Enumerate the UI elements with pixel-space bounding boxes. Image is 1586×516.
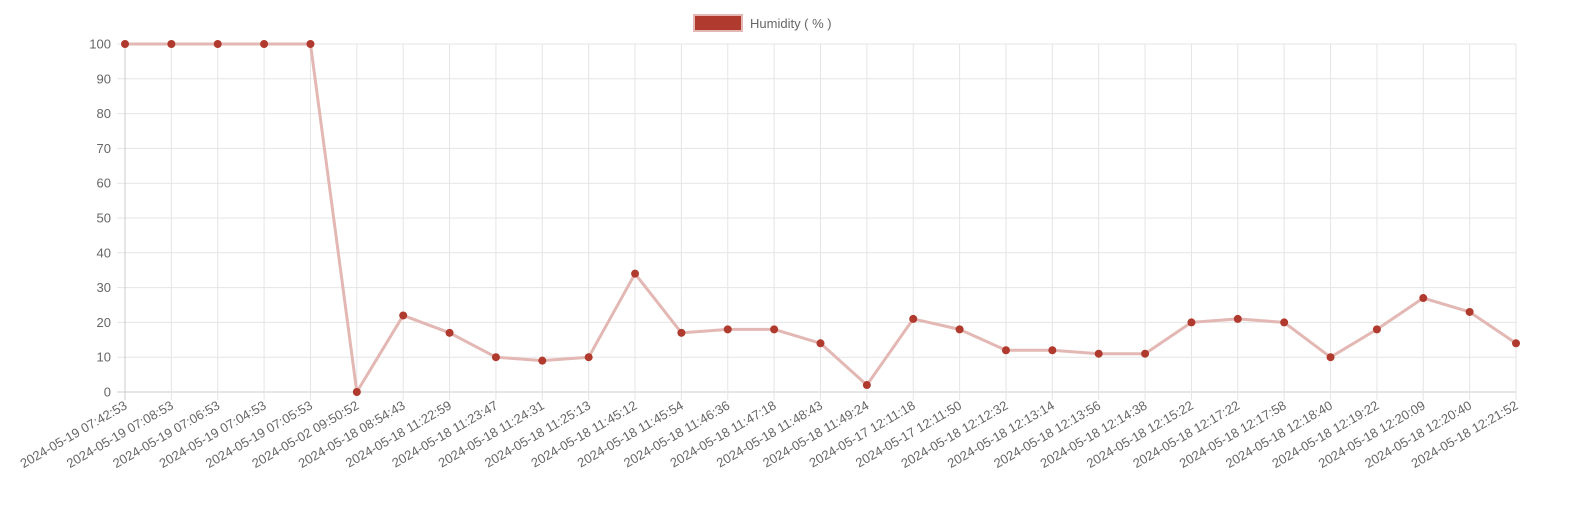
data-point[interactable] <box>1233 314 1242 323</box>
data-point[interactable] <box>538 356 547 365</box>
y-tick-label: 100 <box>89 37 111 52</box>
data-point[interactable] <box>1001 346 1010 355</box>
data-point[interactable] <box>862 381 871 390</box>
data-point[interactable] <box>352 388 361 396</box>
y-axis-ticks: 0 10 20 30 40 50 60 70 80 90 100 <box>89 37 111 400</box>
data-point[interactable] <box>955 325 964 334</box>
y-tick-label: 30 <box>97 280 111 295</box>
data-point[interactable] <box>306 40 315 48</box>
legend-swatch <box>693 14 743 32</box>
y-tick-label: 10 <box>97 350 111 365</box>
data-point[interactable] <box>491 353 500 362</box>
data-point[interactable] <box>723 325 732 334</box>
data-point[interactable] <box>1512 339 1520 348</box>
data-point[interactable] <box>1372 325 1381 334</box>
data-point[interactable] <box>1326 353 1335 362</box>
y-tick-label: 50 <box>97 211 111 226</box>
legend[interactable]: Humidity ( % ) <box>693 14 832 32</box>
data-point[interactable] <box>1419 294 1428 303</box>
y-tick-label: 20 <box>97 315 111 330</box>
data-point[interactable] <box>213 40 222 48</box>
data-point[interactable] <box>584 353 593 362</box>
data-points <box>121 40 1520 396</box>
data-point[interactable] <box>770 325 779 334</box>
grid <box>117 43 1517 400</box>
y-tick-label: 60 <box>97 176 111 191</box>
data-point[interactable] <box>1048 346 1057 355</box>
data-point[interactable] <box>816 339 825 348</box>
data-point[interactable] <box>445 328 454 337</box>
data-point[interactable] <box>1094 349 1103 358</box>
data-point[interactable] <box>1187 318 1196 327</box>
data-point[interactable] <box>631 269 640 278</box>
legend-label: Humidity ( % ) <box>750 16 832 31</box>
y-tick-label: 80 <box>97 106 111 121</box>
data-point[interactable] <box>167 40 176 48</box>
data-point[interactable] <box>1280 318 1289 327</box>
data-point[interactable] <box>260 40 269 48</box>
data-point[interactable] <box>399 311 408 320</box>
data-point[interactable] <box>121 40 129 48</box>
data-point[interactable] <box>1465 307 1474 316</box>
y-tick-label: 70 <box>97 141 111 156</box>
data-point[interactable] <box>677 328 686 337</box>
data-point[interactable] <box>1141 349 1150 358</box>
y-tick-label: 90 <box>97 71 111 86</box>
y-tick-label: 0 <box>104 385 111 400</box>
y-tick-label: 40 <box>97 245 111 260</box>
data-point[interactable] <box>909 314 918 323</box>
